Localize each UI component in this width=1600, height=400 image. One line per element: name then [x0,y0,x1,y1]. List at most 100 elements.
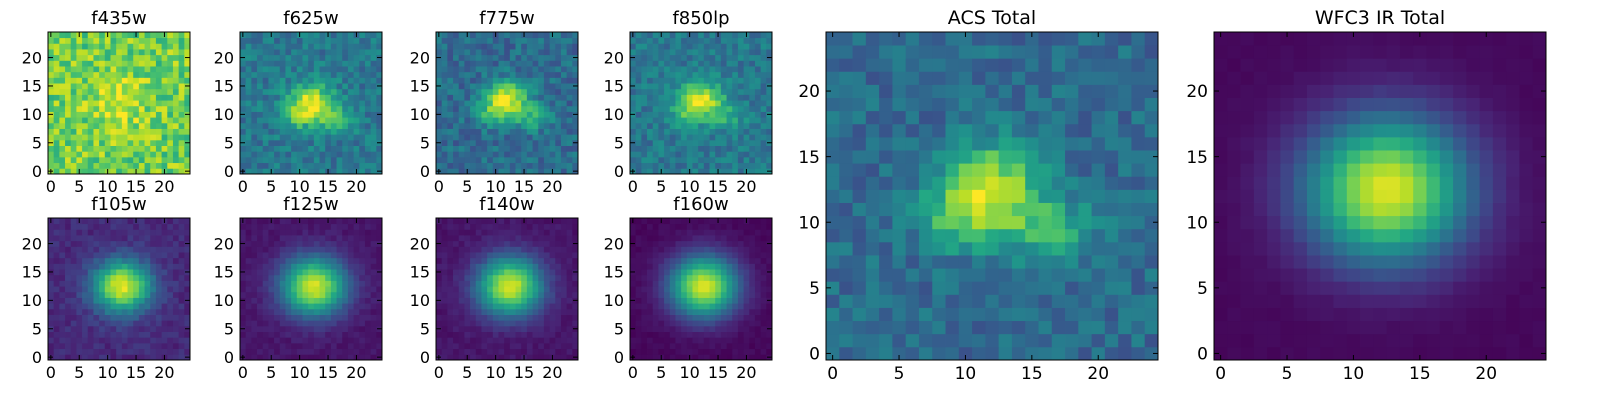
pixel [138,337,145,344]
pixel [87,320,94,327]
pixel [93,168,100,175]
pixel [144,139,151,146]
pixel [709,342,716,350]
pixel [144,162,151,169]
pixel [664,60,671,67]
pixel [675,54,682,61]
pixel [268,303,275,310]
pixel [754,117,762,124]
pixel [509,145,516,152]
pixel [82,342,89,350]
pixel [526,223,533,230]
pixel [370,246,377,253]
pixel [291,122,298,129]
image-f775w [436,32,579,175]
y-tick-label: 0 [32,348,42,367]
pixel [172,257,180,264]
pixel [743,71,750,78]
pixel [737,111,744,118]
pixel [475,134,482,141]
image-f625w [240,32,383,175]
pixel [521,100,528,107]
pixel [87,83,94,90]
pixel [475,263,482,270]
pixel [161,325,168,332]
pixel [150,94,157,101]
image-f435w [48,32,191,175]
pixel [178,151,185,158]
pixel [504,337,511,344]
pixel [572,314,579,321]
pixel [65,77,72,84]
pixel [262,223,269,230]
pixel [526,88,533,95]
pixel [364,257,372,264]
pixel [526,66,533,73]
pixel [470,297,477,304]
pixel [458,308,465,315]
pixel [470,240,477,247]
pixel [515,122,522,129]
pixel [116,342,123,350]
pixel [48,308,55,315]
pixel [99,134,106,141]
pixel [285,122,292,129]
pixel [325,263,332,270]
pixel [669,117,676,124]
pixel [458,286,465,293]
pixel [635,43,642,50]
pixel [635,145,642,152]
pixel [726,151,733,158]
pixel [53,348,60,355]
pixel [121,145,128,152]
pixel [150,139,157,146]
pixel [766,49,773,56]
pixel [470,128,477,135]
pixel [70,32,77,39]
pixel [319,269,326,276]
pixel [138,280,145,287]
pixel [652,49,659,56]
pixel [133,223,140,230]
pixel [754,128,762,135]
pixel [470,122,477,129]
pixel [302,100,309,107]
pixel [359,49,366,56]
pixel [436,145,443,152]
pixel [364,117,372,124]
pixel [161,43,168,50]
pixel [766,66,773,73]
pixel [251,246,258,253]
pixel [302,32,309,39]
pixel [325,83,332,90]
pixel [65,269,72,276]
pixel [342,342,349,350]
pixel [509,100,516,107]
pixel [464,105,471,112]
pixel [245,139,252,146]
pixel [53,320,60,327]
pixel [347,240,354,247]
pixel [121,60,128,67]
pixel [59,286,66,293]
pixel [257,303,264,310]
pixel [376,246,383,253]
pixel [715,117,722,124]
pixel [155,303,162,310]
y-tick-label: 15 [22,263,42,282]
pixel [342,100,349,107]
pixel [526,128,533,135]
pixel [330,240,337,247]
pixel [635,337,642,344]
pixel [53,325,60,332]
pixel [458,303,465,310]
pixel [441,218,448,225]
pixel [167,320,174,327]
pixel [681,37,688,44]
pixel [70,151,77,158]
pixel [144,128,151,135]
pixel [720,156,727,164]
pixel [319,252,326,259]
pixel [313,291,320,298]
